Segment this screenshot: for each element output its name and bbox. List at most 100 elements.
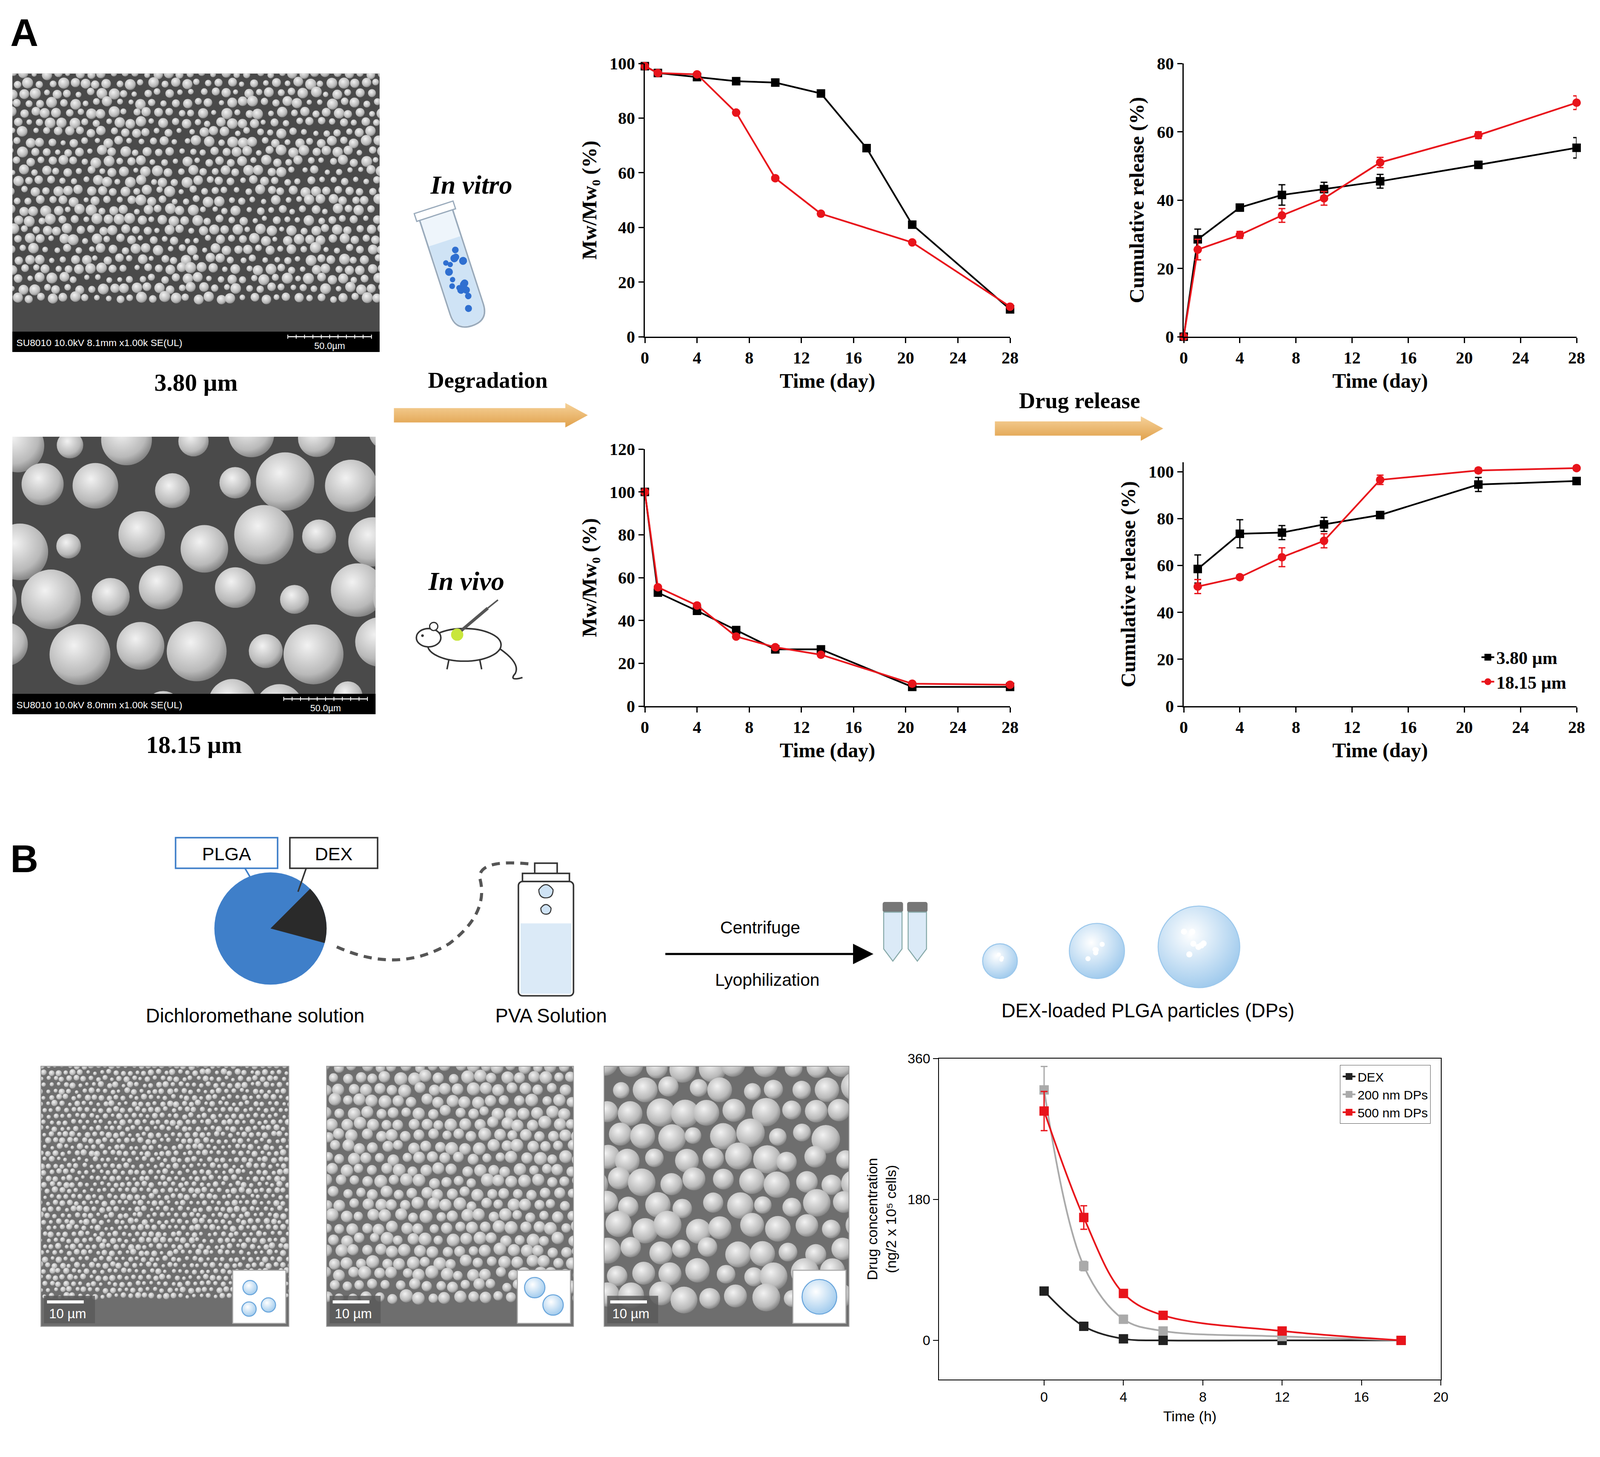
svg-text:20: 20	[897, 717, 915, 737]
svg-text:Time (h): Time (h)	[1162, 1408, 1217, 1425]
svg-text:28: 28	[1001, 717, 1019, 737]
svg-text:0: 0	[1165, 696, 1174, 716]
svg-text:100: 100	[609, 54, 636, 74]
svg-text:0: 0	[922, 1332, 931, 1349]
svg-text:360: 360	[907, 1050, 931, 1067]
svg-text:60: 60	[618, 163, 636, 183]
svg-text:4: 4	[1119, 1389, 1128, 1406]
svg-text:Centrifuge: Centrifuge	[720, 917, 801, 938]
svg-text:0: 0	[640, 348, 650, 368]
svg-text:100: 100	[1148, 462, 1174, 482]
svg-text:DEX-loaded PLGA particles (DPs: DEX-loaded PLGA particles (DPs)	[1001, 999, 1295, 1022]
svg-text:Cumulative release (%): Cumulative release (%)	[1116, 480, 1140, 687]
svg-text:24: 24	[1511, 348, 1529, 368]
svg-text:In vivo: In vivo	[428, 566, 505, 596]
svg-text:16: 16	[1399, 717, 1417, 737]
svg-text:10 µm: 10 µm	[334, 1306, 372, 1322]
svg-text:10 µm: 10 µm	[48, 1306, 86, 1322]
svg-text:120: 120	[609, 439, 636, 459]
svg-text:8: 8	[1291, 717, 1301, 737]
svg-text:24: 24	[949, 348, 967, 368]
svg-text:0: 0	[1040, 1389, 1048, 1406]
svg-text:DEX: DEX	[1357, 1070, 1384, 1085]
svg-text:Cumulative release (%): Cumulative release (%)	[1125, 96, 1149, 303]
svg-text:0: 0	[640, 717, 650, 737]
svg-text:18.15 µm: 18.15 µm	[145, 731, 242, 759]
svg-text:24: 24	[949, 717, 967, 737]
svg-text:80: 80	[1156, 509, 1174, 529]
svg-text:12: 12	[1343, 348, 1361, 368]
svg-text:Time (day): Time (day)	[779, 738, 876, 762]
svg-text:4: 4	[692, 717, 702, 737]
svg-text:B: B	[10, 837, 39, 881]
svg-text:16: 16	[844, 348, 862, 368]
svg-text:40: 40	[1156, 190, 1174, 210]
svg-text:3.80 µm: 3.80 µm	[1496, 648, 1558, 668]
svg-text:Time (day): Time (day)	[779, 369, 876, 393]
svg-text:50.0µm: 50.0µm	[314, 340, 345, 352]
svg-text:4: 4	[692, 348, 702, 368]
svg-text:PVA Solution: PVA Solution	[495, 1004, 607, 1027]
svg-text:20: 20	[1455, 717, 1473, 737]
svg-text:200 nm DPs: 200 nm DPs	[1357, 1087, 1428, 1102]
svg-text:20: 20	[897, 348, 915, 368]
svg-text:4: 4	[1235, 717, 1245, 737]
svg-text:500 nm DPs: 500 nm DPs	[1357, 1105, 1428, 1120]
svg-text:100: 100	[609, 482, 636, 502]
svg-text:Mw/Mw₀ (%): Mw/Mw₀ (%)	[578, 140, 602, 260]
svg-text:28: 28	[1568, 348, 1586, 368]
svg-text:60: 60	[1156, 555, 1174, 576]
svg-text:40: 40	[1156, 603, 1174, 623]
svg-text:0: 0	[1179, 348, 1188, 368]
svg-text:0: 0	[626, 327, 636, 347]
svg-text:8: 8	[744, 348, 754, 368]
svg-text:40: 40	[618, 610, 636, 630]
svg-text:16: 16	[844, 717, 862, 737]
svg-text:12: 12	[792, 717, 811, 737]
svg-text:60: 60	[618, 568, 636, 588]
svg-text:60: 60	[1156, 122, 1174, 142]
svg-text:28: 28	[1001, 348, 1019, 368]
svg-text:0: 0	[1165, 327, 1174, 347]
svg-text:Drug release: Drug release	[1018, 388, 1141, 413]
svg-text:16: 16	[1399, 348, 1417, 368]
svg-text:0: 0	[626, 696, 636, 716]
svg-text:3.80 µm: 3.80 µm	[154, 369, 238, 396]
svg-text:DEX: DEX	[314, 843, 353, 865]
svg-text:28: 28	[1568, 717, 1586, 737]
svg-text:In vitro: In vitro	[430, 169, 513, 200]
svg-text:16: 16	[1353, 1389, 1369, 1406]
svg-text:180: 180	[907, 1191, 931, 1208]
svg-text:0: 0	[1179, 717, 1188, 737]
svg-text:20: 20	[1156, 258, 1174, 278]
svg-text:Time (day): Time (day)	[1332, 738, 1428, 762]
svg-text:Mw/Mw₀ (%): Mw/Mw₀ (%)	[578, 518, 602, 638]
svg-text:SU8010 10.0kV 8.0mm x1.00k SE(: SU8010 10.0kV 8.0mm x1.00k SE(UL)	[16, 699, 183, 711]
svg-text:80: 80	[1156, 54, 1174, 74]
svg-text:Lyophilization: Lyophilization	[715, 970, 820, 990]
svg-text:Degradation: Degradation	[427, 367, 548, 393]
svg-text:A: A	[10, 11, 39, 55]
svg-text:50.0µm: 50.0µm	[310, 702, 341, 714]
svg-text:12: 12	[792, 348, 811, 368]
svg-text:8: 8	[1198, 1389, 1207, 1406]
svg-text:20: 20	[1156, 649, 1174, 670]
svg-text:SU8010 10.0kV 8.1mm x1.00k SE(: SU8010 10.0kV 8.1mm x1.00k SE(UL)	[16, 337, 183, 349]
svg-text:8: 8	[744, 717, 754, 737]
svg-text:80: 80	[618, 525, 636, 545]
svg-text:8: 8	[1291, 348, 1301, 368]
svg-text:40: 40	[618, 217, 636, 238]
svg-text:80: 80	[618, 108, 636, 128]
svg-text:20: 20	[1455, 348, 1473, 368]
svg-text:20: 20	[618, 272, 636, 292]
svg-text:Dichloromethane solution: Dichloromethane solution	[145, 1004, 365, 1027]
svg-text:12: 12	[1274, 1389, 1290, 1406]
svg-text:12: 12	[1343, 717, 1361, 737]
svg-text:20: 20	[618, 653, 636, 673]
svg-text:24: 24	[1511, 717, 1529, 737]
svg-text:Time (day): Time (day)	[1332, 369, 1428, 393]
svg-text:20: 20	[1433, 1389, 1449, 1406]
svg-text:10 µm: 10 µm	[612, 1306, 650, 1322]
svg-text:Drug concentration(ng/2 x 10⁵: Drug concentration(ng/2 x 10⁵ cells)	[864, 1158, 899, 1281]
svg-text:4: 4	[1235, 348, 1245, 368]
